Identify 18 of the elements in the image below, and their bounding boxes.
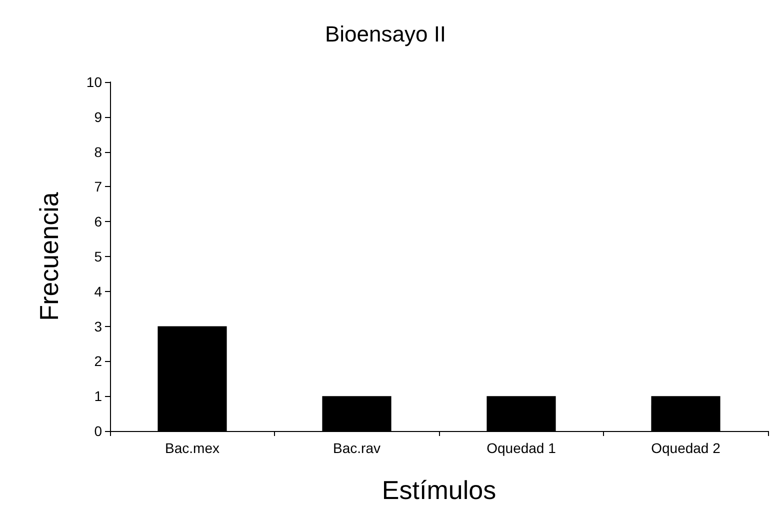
y-tick-label: 7: [94, 178, 102, 195]
y-tick-label: 1: [94, 388, 102, 404]
y-axis-title: Frecuencia: [34, 192, 64, 321]
x-tick-label: Bac.rav: [333, 440, 380, 456]
y-tick-label: 9: [94, 108, 102, 125]
chart-title: Bioensayo II: [324, 22, 446, 46]
y-tick-label: 10: [86, 74, 102, 90]
y-tick-label: 4: [94, 283, 102, 300]
y-tick-label: 8: [94, 144, 102, 160]
x-tick-label: Oquedad 2: [651, 440, 721, 456]
y-tick-label: 6: [94, 214, 102, 230]
x-tick-label: Bac.mex: [165, 440, 220, 456]
y-tick-label: 0: [94, 423, 102, 439]
y-tick-label: 3: [94, 318, 102, 334]
y-tick-label: 5: [94, 248, 102, 264]
y-tick-label: 2: [94, 353, 102, 370]
x-tick-label: Oquedad 1: [486, 440, 556, 456]
x-axis-title: Estímulos: [382, 475, 496, 505]
